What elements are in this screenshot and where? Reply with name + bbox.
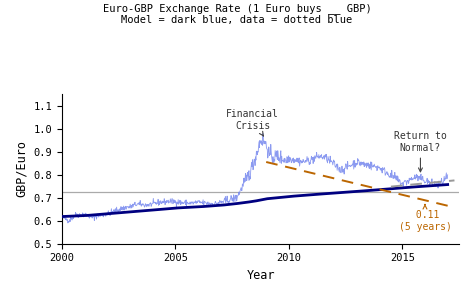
Y-axis label: GBP/Euro: GBP/Euro	[15, 140, 28, 198]
Text: Euro-GBP Exchange Rate (1 Euro buys __ GBP)
Model = dark blue, data = dotted blu: Euro-GBP Exchange Rate (1 Euro buys __ G…	[103, 3, 371, 26]
X-axis label: Year: Year	[246, 269, 275, 282]
Text: Return to
Normal?: Return to Normal?	[394, 131, 447, 172]
Text: 0.11
(5 years): 0.11 (5 years)	[399, 205, 451, 232]
Text: Financial
Crisis: Financial Crisis	[226, 109, 279, 136]
